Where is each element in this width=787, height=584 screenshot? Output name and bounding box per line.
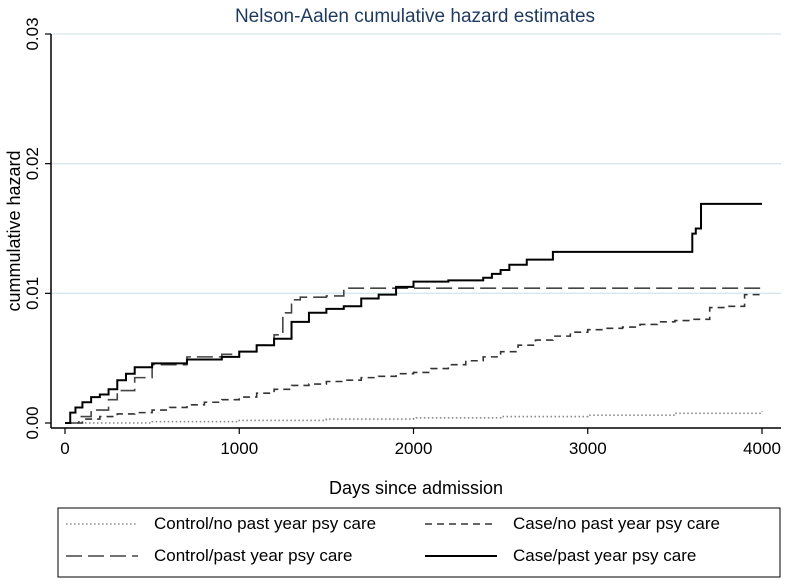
legend-label: Case/no past year psy care bbox=[513, 514, 720, 533]
chart-title: Nelson-Aalen cumulative hazard estimates bbox=[235, 6, 595, 27]
x-tick-label: 3000 bbox=[569, 439, 607, 458]
y-tick-label: 0.03 bbox=[23, 17, 42, 50]
legend-label: Control/no past year psy care bbox=[154, 514, 376, 533]
x-tick-label: 1000 bbox=[220, 439, 258, 458]
series-line-3 bbox=[65, 287, 762, 424]
x-tick-label: 4000 bbox=[743, 439, 781, 458]
gridlines bbox=[51, 33, 781, 294]
x-tick-label: 0 bbox=[60, 439, 69, 458]
series-lines bbox=[65, 202, 763, 424]
x-axis-label: Days since admission bbox=[329, 478, 503, 498]
series-line-4 bbox=[65, 202, 762, 424]
y-tick-label: 0.01 bbox=[23, 277, 42, 310]
legend-label: Case/past year psy care bbox=[513, 546, 696, 565]
x-tick-label: 2000 bbox=[395, 439, 433, 458]
y-axis-label: cummulative hazard bbox=[4, 150, 24, 311]
series-line-2 bbox=[65, 293, 763, 424]
y-tick-label: 0.00 bbox=[23, 406, 42, 439]
legend-label: Control/past year psy care bbox=[154, 546, 352, 565]
series-line-1 bbox=[65, 411, 763, 424]
y-tick-label: 0.02 bbox=[23, 147, 42, 180]
legend-box bbox=[57, 507, 781, 578]
legend: Control/no past year psy care Case/no pas… bbox=[66, 514, 720, 565]
axis-ticks: 0.00 0.01 0.02 0.03 0 1000 2000 3000 4000 bbox=[23, 17, 781, 458]
